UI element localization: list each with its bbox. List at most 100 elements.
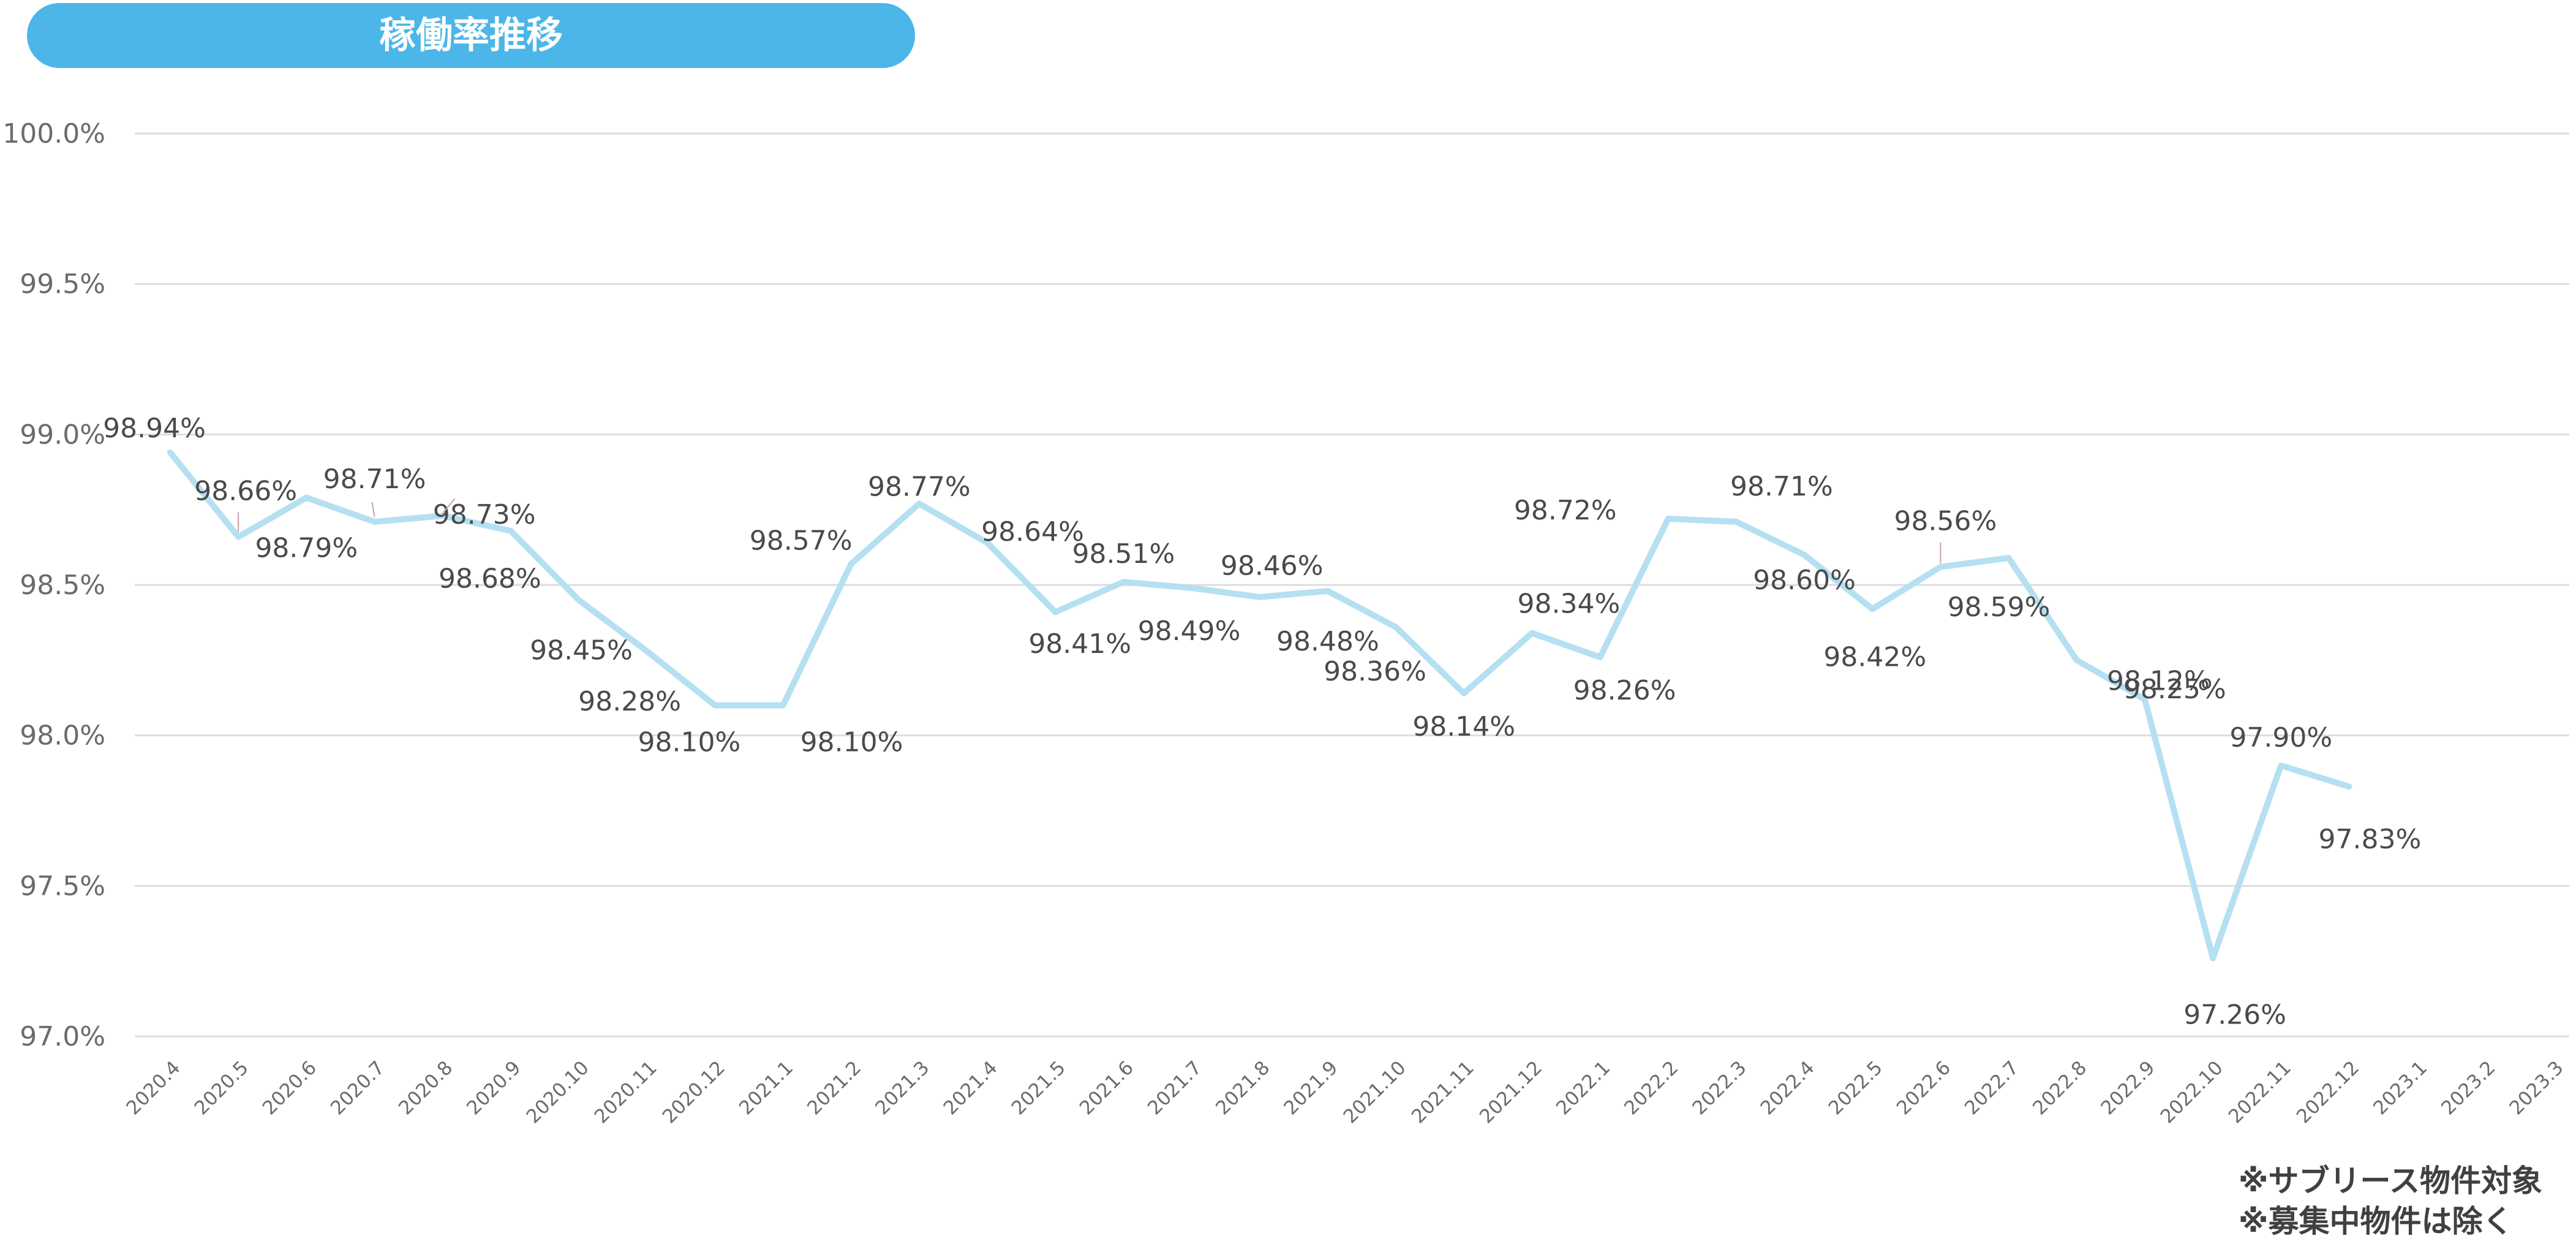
data-point xyxy=(848,560,855,568)
label-leader-line xyxy=(371,502,375,517)
x-tick-label: 2021.11 xyxy=(1407,1057,1478,1128)
data-label: 98.56% xyxy=(1894,506,1997,537)
data-point xyxy=(711,702,718,709)
data-label: 98.60% xyxy=(1753,565,1856,596)
x-tick-label: 2021.4 xyxy=(940,1057,1002,1119)
data-label: 97.90% xyxy=(2229,722,2332,753)
x-tick-label: 2021.7 xyxy=(1143,1057,1206,1119)
data-label: 98.71% xyxy=(1730,471,1833,502)
x-tick-label: 2022.4 xyxy=(1757,1057,1819,1119)
data-point xyxy=(1256,594,1264,601)
x-tick-label: 2022.9 xyxy=(2096,1057,2159,1119)
x-tick-label: 2022.2 xyxy=(1620,1057,1682,1119)
data-label: 98.25% xyxy=(2123,674,2226,705)
x-tick-label: 2020.7 xyxy=(326,1057,389,1119)
label-leader-line xyxy=(442,498,456,514)
data-label: 98.46% xyxy=(1221,551,1324,582)
data-point xyxy=(1460,690,1467,697)
data-point xyxy=(1528,630,1535,637)
data-point xyxy=(575,597,582,604)
data-point xyxy=(1188,584,1196,592)
x-tick-label: 2022.8 xyxy=(2028,1057,2091,1119)
x-tick-label: 2020.8 xyxy=(394,1057,457,1119)
data-point xyxy=(1120,578,1127,586)
x-tick-label: 2021.3 xyxy=(871,1057,933,1119)
x-tick-label: 2023.1 xyxy=(2369,1057,2431,1119)
series-line xyxy=(167,449,2352,962)
data-label: 98.10% xyxy=(800,727,903,758)
data-point xyxy=(1392,624,1399,631)
data-label: 98.77% xyxy=(868,471,971,502)
y-tick-label: 99.0% xyxy=(20,419,105,450)
data-point xyxy=(1937,564,1944,571)
x-tick-label: 2021.10 xyxy=(1339,1057,1410,1128)
data-label: 97.83% xyxy=(2319,824,2422,855)
y-tick-label: 99.5% xyxy=(20,269,105,300)
x-tick-label: 2022.6 xyxy=(1892,1057,1955,1119)
x-tick-label: 2021.1 xyxy=(735,1057,797,1119)
data-point xyxy=(643,647,650,655)
footnotes: ※サブリース物件対象 ※募集中物件は除く xyxy=(2239,1161,2542,1242)
data-label: 98.72% xyxy=(1514,495,1617,526)
chart-title-banner: 稼働率推移 xyxy=(27,3,915,68)
data-point xyxy=(2005,554,2013,562)
y-tick-label: 97.5% xyxy=(20,870,105,902)
data-label: 98.14% xyxy=(1412,711,1515,742)
y-tick-label: 98.5% xyxy=(20,570,105,601)
x-tick-label: 2023.2 xyxy=(2437,1057,2499,1119)
x-tick-label: 2020.11 xyxy=(590,1057,661,1128)
data-label: 98.12% xyxy=(2107,666,2210,697)
x-tick-label: 2023.3 xyxy=(2505,1057,2567,1119)
x-tick-label: 2020.12 xyxy=(658,1057,729,1128)
data-label: 98.79% xyxy=(255,533,358,564)
data-label: 98.28% xyxy=(578,686,681,717)
data-point xyxy=(1801,551,1808,559)
data-point xyxy=(2277,762,2284,769)
data-label: 98.71% xyxy=(323,464,426,495)
data-label: 98.57% xyxy=(750,526,853,557)
x-tick-label: 2022.12 xyxy=(2292,1057,2363,1128)
data-point xyxy=(167,449,174,456)
data-label: 98.73% xyxy=(433,499,536,530)
data-point xyxy=(780,702,787,709)
x-tick-label: 2020.4 xyxy=(122,1057,184,1119)
data-point xyxy=(1052,608,1059,616)
x-tick-label: 2022.1 xyxy=(1552,1057,1614,1119)
y-axis-tick-labels: 97.0% 97.5% 98.0% 98.5% 99.0% 99.5% 100.0% xyxy=(2,118,105,1052)
data-label: 98.64% xyxy=(981,516,1084,548)
data-point xyxy=(371,518,378,526)
gridlines xyxy=(135,132,2569,1038)
x-tick-label: 2022.3 xyxy=(1688,1057,1750,1119)
x-tick-label: 2022.10 xyxy=(2156,1057,2228,1128)
data-label: 98.59% xyxy=(1948,592,2051,623)
data-point xyxy=(2209,954,2216,962)
x-tick-label: 2022.11 xyxy=(2224,1057,2295,1128)
data-point xyxy=(1665,515,1672,522)
footnote-vacancy: ※募集中物件は除く xyxy=(2238,1204,2514,1239)
data-label: 98.42% xyxy=(1823,641,1926,673)
data-label: 98.10% xyxy=(638,727,740,758)
data-label: 98.51% xyxy=(1072,538,1175,570)
series-line-layer xyxy=(167,449,2352,962)
data-label: 98.68% xyxy=(439,564,541,595)
data-label: 98.48% xyxy=(1276,626,1379,657)
chart-title: 稼働率推移 xyxy=(379,14,563,57)
x-tick-label: 2022.7 xyxy=(1960,1057,2023,1119)
data-point xyxy=(2073,657,2081,664)
x-tick-label: 2020.9 xyxy=(462,1057,525,1119)
data-point xyxy=(1324,587,1331,595)
x-tick-label: 2020.10 xyxy=(522,1057,593,1128)
data-label: 98.26% xyxy=(1573,675,1676,706)
x-tick-label: 2021.9 xyxy=(1279,1057,1342,1119)
data-label: 98.45% xyxy=(530,635,633,666)
y-tick-label: 97.0% xyxy=(20,1021,105,1052)
data-labels: 98.94%98.66%98.79%98.71%98.73%98.68%98.4… xyxy=(103,413,2421,1030)
data-point xyxy=(235,533,242,540)
data-point xyxy=(1733,518,1740,526)
data-label: 98.34% xyxy=(1518,589,1621,620)
x-tick-label: 2020.5 xyxy=(190,1057,253,1119)
x-tick-label: 2021.5 xyxy=(1007,1057,1070,1119)
data-label: 98.36% xyxy=(1324,656,1426,687)
x-tick-label: 2021.2 xyxy=(803,1057,865,1119)
